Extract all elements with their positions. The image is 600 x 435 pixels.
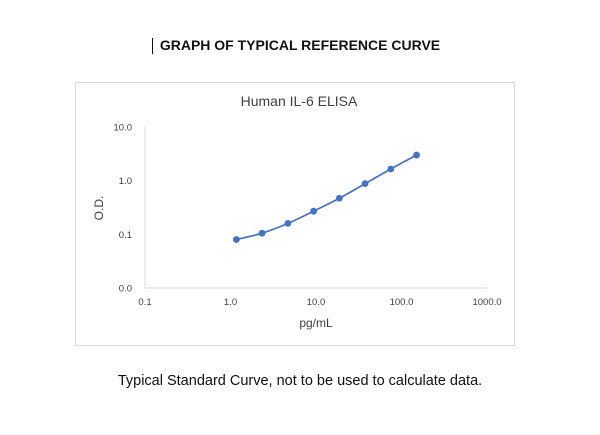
page-heading-text: GRAPH OF TYPICAL REFERENCE CURVE [159, 37, 441, 53]
data-points [232, 151, 420, 243]
x-tick-label: 100.0 [390, 297, 414, 308]
y-tick-label: 0.0 [119, 284, 132, 295]
chart-caption: Typical Standard Curve, not to be used t… [117, 373, 483, 389]
y-axis-label: O.D. [92, 196, 106, 221]
x-tick-label: 1000.0 [472, 297, 501, 308]
data-point [232, 236, 240, 243]
y-tick-labels: 0.0 0.1 1.0 10.0 [114, 123, 133, 295]
x-tick-label: 10.0 [307, 297, 326, 308]
x-tick-labels: 0.1 1.0 10.0 100.0 1000.0 [138, 297, 501, 308]
data-point [284, 219, 292, 227]
x-axis-label: pg/mL [299, 316, 333, 330]
text-cursor [152, 38, 153, 54]
data-point [310, 207, 318, 215]
y-tick-label: 1.0 [119, 176, 132, 187]
chart-title: Human IL-6 ELISA [241, 93, 358, 109]
data-point [361, 180, 369, 188]
x-tick-label: 0.1 [138, 297, 151, 308]
y-tick-label: 0.1 [119, 230, 132, 241]
page-heading: GRAPH OF TYPICAL REFERENCE CURVE [150, 37, 450, 54]
data-point [258, 229, 266, 237]
chart-frame [75, 82, 515, 346]
data-point [335, 194, 343, 202]
data-point [387, 165, 395, 173]
x-tick-label: 1.0 [224, 297, 237, 308]
data-point [413, 151, 420, 159]
y-tick-label: 10.0 [114, 123, 133, 134]
